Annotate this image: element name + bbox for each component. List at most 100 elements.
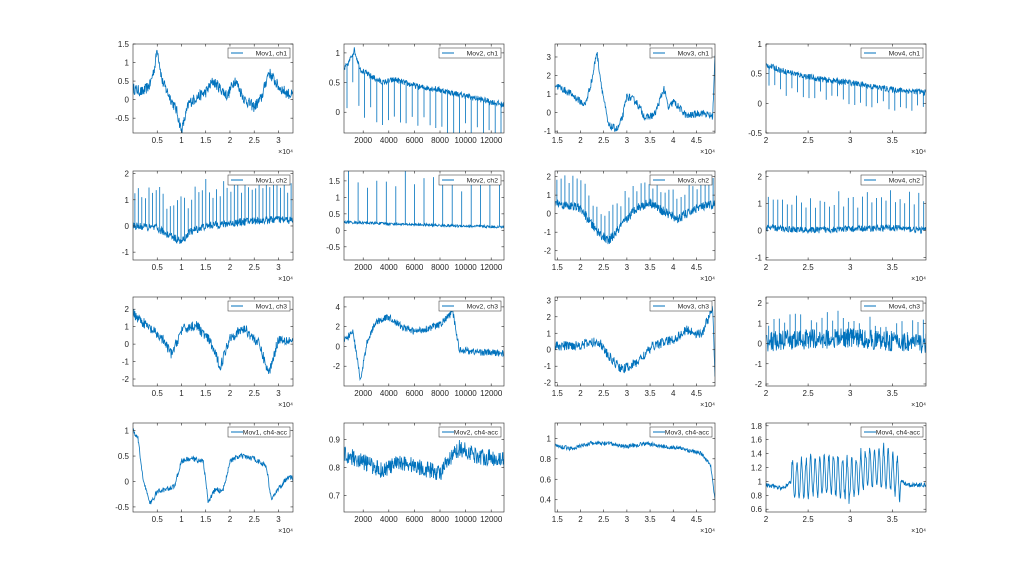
x-tick-label: 0.5 — [152, 136, 164, 145]
x-tick-label: 2.5 — [249, 136, 261, 145]
y-tick-label: -2 — [544, 379, 552, 388]
legend-box — [860, 174, 924, 186]
y-tick-label: 3 — [547, 296, 552, 305]
x-tick-label: 2 — [764, 515, 769, 524]
y-tick-label: -1 — [544, 127, 552, 136]
x-tick-label: 1.5 — [200, 136, 212, 145]
x-tick-label: 2.5 — [803, 263, 815, 272]
subplot-4-3: 1.5 2 2.5 3 3.5 4 4.5 0.4 0.6 0.8 1 ×10⁴ Mov3, ch4-a… — [540, 422, 716, 535]
series-line — [344, 171, 504, 229]
legend-label: Mov3, ch4-acc — [665, 430, 710, 437]
series-line — [766, 442, 926, 504]
x-tick-label: 3 — [848, 389, 853, 398]
x-tick-label: 4 — [671, 263, 676, 272]
legend-label: Mov4, ch2 — [889, 178, 921, 185]
y-tick-label: 1 — [547, 329, 552, 338]
y-tick-label: 0 — [336, 108, 341, 117]
x-tick-label: 3 — [625, 263, 630, 272]
x-exponent-label: ×10⁴ — [278, 402, 293, 409]
axes-box — [554, 296, 716, 387]
axes-box — [765, 296, 927, 387]
y-tick-label: 4 — [336, 303, 341, 312]
legend-label: Mov3, ch3 — [678, 304, 710, 311]
axes-box — [554, 422, 716, 513]
y-tick-label: 1 — [336, 49, 341, 58]
y-tick-label: 0.6 — [751, 505, 763, 514]
y-tick-label: 1 — [547, 90, 552, 99]
x-tick-label: 3 — [625, 515, 630, 524]
x-exponent-label: ×10⁴ — [278, 276, 293, 283]
y-tick-label: 0.8 — [540, 455, 552, 464]
subplot-2-3: 1.5 2 2.5 3 3.5 4 4.5 -2 -1 0 1 2 ×10⁴ Mov3, ch2 — [544, 170, 716, 283]
legend-label: Mov2, ch1 — [467, 51, 499, 58]
x-exponent-label: ×10⁴ — [700, 149, 715, 156]
x-tick-label: 3 — [848, 136, 853, 145]
x-tick-label: 10000 — [454, 136, 477, 145]
x-tick-label: 2 — [228, 263, 233, 272]
y-tick-label: 2 — [125, 170, 130, 179]
x-tick-label: 2.5 — [598, 515, 610, 524]
x-tick-label: 2 — [228, 389, 233, 398]
y-tick-label: 0 — [547, 210, 552, 219]
x-tick-label: 2000 — [354, 515, 372, 524]
series-line — [555, 440, 715, 500]
x-tick-label: 4000 — [380, 136, 398, 145]
subplot-4-1: 0.5 1 1.5 2 2.5 3 -0.5 0 0.5 1 ×10⁴ Mov1, ch4-acc — [115, 422, 294, 535]
x-tick-label: 8000 — [431, 389, 449, 398]
x-tick-label: 3.5 — [645, 136, 657, 145]
y-tick-label: -1 — [544, 362, 552, 371]
x-tick-label: 3 — [276, 515, 281, 524]
subplot-3-3: 1.5 2 2.5 3 3.5 4 4.5 -2 -1 0 1 2 3 ×10⁴ Mov3, ch3 — [544, 296, 716, 409]
x-tick-label: 3 — [276, 136, 281, 145]
x-tick-label: 3.5 — [887, 389, 899, 398]
y-tick-label: 1 — [758, 40, 763, 49]
x-tick-label: 2.5 — [803, 389, 815, 398]
x-tick-label: 2.5 — [598, 263, 610, 272]
x-tick-label: 1.5 — [200, 263, 212, 272]
legend-label: Mov1, ch1 — [256, 51, 288, 58]
x-tick-label: 3.5 — [645, 515, 657, 524]
x-tick-label: 2 — [578, 136, 583, 145]
x-tick-label: 3 — [625, 136, 630, 145]
y-tick-label: 1 — [125, 323, 130, 332]
y-tick-label: 0.5 — [329, 210, 341, 219]
series-line — [344, 439, 504, 480]
y-tick-label: 0 — [125, 222, 130, 231]
legend-box — [649, 426, 713, 438]
x-exponent-label: ×10⁴ — [278, 528, 293, 535]
x-tick-label: 1.5 — [552, 515, 564, 524]
x-tick-label: 4 — [671, 515, 676, 524]
x-tick-label: 4000 — [380, 263, 398, 272]
x-exponent-label: ×10⁴ — [911, 402, 926, 409]
y-tick-label: 0.7 — [329, 491, 341, 500]
y-tick-label: 2 — [336, 323, 341, 332]
y-tick-label: 1 — [547, 191, 552, 200]
legend-box — [860, 426, 924, 438]
x-exponent-label: ×10⁴ — [911, 528, 926, 535]
legend-box — [438, 47, 502, 59]
x-tick-label: 1.5 — [552, 136, 564, 145]
subplot-2-4: 2 2.5 3 3.5 -1 0 1 2 ×10⁴ Mov4, ch2 — [755, 170, 927, 283]
x-tick-label: 1.5 — [552, 389, 564, 398]
legend-box — [649, 174, 713, 186]
x-tick-label: 2 — [578, 389, 583, 398]
y-tick-label: 0 — [125, 96, 130, 105]
y-tick-label: -0.5 — [326, 243, 340, 252]
axes-box — [132, 43, 294, 134]
x-tick-label: 1 — [179, 389, 184, 398]
y-tick-label: 1.8 — [751, 422, 763, 431]
x-tick-label: 8000 — [431, 515, 449, 524]
x-tick-label: 2000 — [354, 136, 372, 145]
y-tick-label: 0.5 — [329, 79, 341, 88]
legend-box — [438, 300, 502, 312]
subplot-3-1: 0.5 1 1.5 2 2.5 3 -2 -1 0 1 2 ×10⁴ Mov1, ch3 — [122, 296, 294, 409]
x-tick-label: 3 — [625, 389, 630, 398]
x-tick-label: 2000 — [354, 263, 372, 272]
axes-box — [343, 296, 505, 387]
series-line — [344, 47, 504, 133]
y-tick-label: 0 — [336, 226, 341, 235]
x-tick-label: 3.5 — [887, 515, 899, 524]
x-tick-label: 2 — [228, 515, 233, 524]
axes-box — [343, 170, 505, 261]
